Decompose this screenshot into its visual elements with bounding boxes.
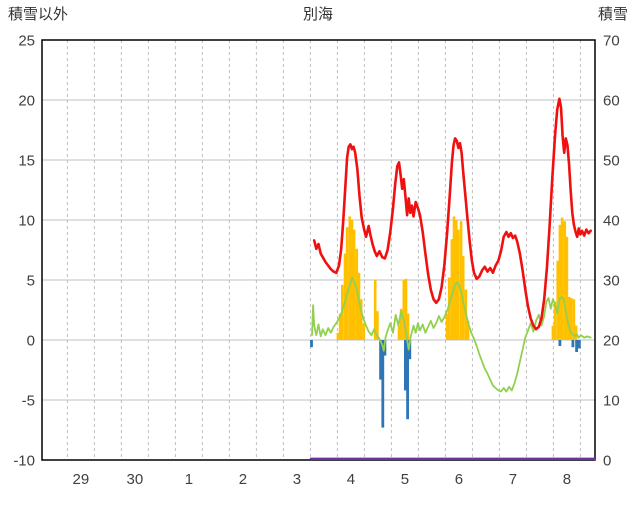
right-axis-tick-label: 40 [603, 213, 620, 230]
chart-render-layer: -10 -5 0 5 10 15 20 25 0 10 20 30 40 50 60 70 29 30 1 2 3 4 5 6… [13, 33, 619, 489]
series-orange-bars [338, 313, 342, 340]
x-axis-tick-label: 30 [127, 471, 144, 488]
left-axis-title: 積雪以外 [8, 6, 68, 23]
series-orange-bars [454, 220, 458, 340]
series-red-line [312, 97, 593, 331]
left-axis-tick-label: 5 [27, 273, 35, 290]
series-orange-bars [569, 298, 573, 340]
right-axis-tick-label: 60 [603, 93, 620, 110]
series-orange-bars [452, 216, 456, 340]
series-blue-bars [577, 340, 581, 349]
series-blue-bars [379, 340, 382, 380]
x-axis-tick-label: 4 [347, 471, 355, 488]
series-orange-bars [402, 280, 406, 340]
series-orange-bars [574, 325, 578, 340]
series-orange-bars [343, 253, 347, 340]
series-orange-bars [556, 260, 559, 340]
left-axis-tick-label: 15 [18, 153, 35, 170]
series-blue-bars [404, 340, 407, 391]
series-orange-bars [345, 227, 349, 340]
series-blue-bars [558, 340, 562, 346]
x-axis-tick-label: 7 [509, 471, 517, 488]
series-orange-bars [362, 323, 366, 340]
series-orange-bars [553, 301, 557, 340]
right-axis-tick-label: 30 [603, 273, 620, 290]
series-orange-bars [348, 216, 352, 340]
left-axis-tick-label: 0 [27, 333, 35, 350]
series-orange-bars [551, 325, 555, 340]
right-axis-title: 積雪 [598, 6, 628, 23]
series-orange-bars [376, 311, 379, 340]
series-orange-bars [397, 325, 401, 340]
series-orange-bars [567, 296, 571, 340]
series-orange-bars [565, 236, 569, 340]
x-axis-tick-label: 5 [401, 471, 409, 488]
series-orange-bars [563, 221, 567, 340]
series-orange-bars [447, 277, 451, 340]
x-axis-tick-label: 29 [73, 471, 90, 488]
right-axis-tick-label: 70 [603, 33, 620, 50]
series-orange-bars [359, 299, 363, 340]
series-blue-bars [408, 340, 412, 360]
series-blue-bars [406, 340, 409, 420]
right-axis-tick-label: 50 [603, 153, 620, 170]
series-blue-bars [575, 340, 578, 352]
right-axis-tick-label: 0 [603, 453, 611, 470]
series-orange-bars [560, 217, 564, 340]
x-axis-tick-label: 6 [455, 471, 463, 488]
x-axis-tick-label: 2 [239, 471, 247, 488]
series-blue-bars [310, 340, 313, 348]
series-orange-bars [459, 221, 463, 340]
left-axis-tick-label: 20 [18, 93, 35, 110]
left-axis-tick-label: -10 [13, 453, 35, 470]
series-orange-bars [373, 280, 377, 340]
right-axis-tick-label: 10 [603, 393, 620, 410]
series-orange-bars [406, 313, 410, 340]
series-orange-bars [399, 308, 403, 340]
series-green-line [311, 276, 592, 393]
series-blue-bars [571, 340, 575, 348]
left-axis-tick-label: 25 [18, 33, 35, 50]
right-axis-tick-label: 20 [603, 333, 620, 350]
series-orange-bars [450, 239, 454, 340]
x-axis-tick-label: 1 [185, 471, 193, 488]
plot-frame [41, 39, 596, 461]
series-orange-bars [404, 278, 408, 340]
series-orange-bars [572, 299, 576, 340]
x-axis-tick-label: 3 [293, 471, 301, 488]
series-orange-bars [445, 313, 449, 340]
series-orange-bars [357, 272, 361, 340]
series-blue-bars [381, 340, 385, 428]
x-axis-tick-label: 8 [563, 471, 571, 488]
left-axis-tick-label: -5 [22, 393, 35, 410]
series-orange-bars [558, 224, 562, 340]
left-axis-tick-label: 10 [18, 213, 35, 230]
series-orange-bars [466, 320, 470, 340]
chart-title: 別海 [303, 6, 333, 23]
series-orange-bars [352, 229, 356, 340]
series-orange-bars [336, 332, 340, 340]
